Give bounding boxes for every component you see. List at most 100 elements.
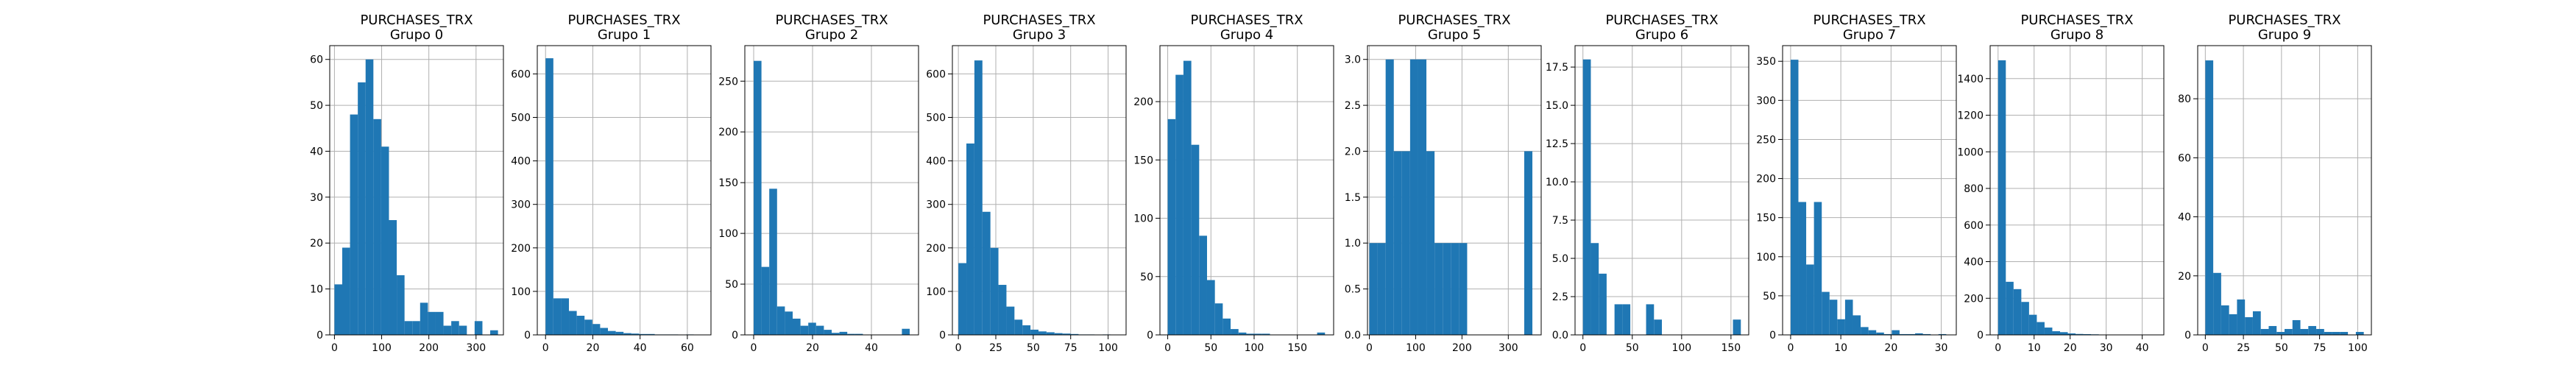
x-tick-label: 20 bbox=[806, 342, 819, 354]
histogram-bar bbox=[1459, 243, 1468, 335]
histogram-bar bbox=[1183, 60, 1192, 336]
histogram-bar bbox=[443, 325, 452, 335]
y-tick-label: 5.0 bbox=[1552, 253, 1568, 265]
histogram-bar bbox=[1401, 151, 1410, 335]
y-tick-label: 100 bbox=[511, 286, 531, 298]
chart-panel: 0 25 50 75 100 0 100 200 300 400 500 600 PURCHASES_T… bbox=[926, 13, 1127, 354]
histogram-bar bbox=[1070, 333, 1079, 335]
histogram-bar bbox=[847, 333, 855, 335]
x-tick-label: 0 bbox=[1579, 342, 1586, 354]
histogram-bar bbox=[576, 315, 585, 335]
histogram-bar bbox=[1206, 280, 1215, 335]
x-tick-label: 100 bbox=[372, 342, 392, 354]
x-tick-label: 150 bbox=[1721, 342, 1741, 354]
x-tick-label: 50 bbox=[2275, 342, 2288, 354]
y-tick-label: 15.0 bbox=[1546, 100, 1568, 112]
histogram-bar bbox=[2237, 299, 2246, 335]
plot-frame bbox=[1367, 45, 1542, 336]
chart-panel: 0 20 40 600100200300400500600PURCHASES_TRXG… bbox=[511, 13, 712, 354]
histogram-bar bbox=[1599, 273, 1607, 335]
chart-panel: 0 10 20 30050100150200250300350PURCHASES_TR… bbox=[1756, 13, 1957, 354]
plot-frame bbox=[537, 45, 712, 336]
y-tick-label: 0.0 bbox=[1345, 330, 1361, 342]
histogram-bar bbox=[2260, 328, 2269, 335]
x-tick-label: 30 bbox=[2100, 342, 2113, 354]
histogram-bar bbox=[2245, 316, 2253, 335]
y-tick-label: 50 bbox=[310, 100, 323, 112]
x-tick-label: 0 bbox=[542, 342, 549, 354]
y-tick-label: 400 bbox=[926, 156, 946, 168]
histogram-bar bbox=[1922, 333, 1931, 335]
y-tick-label: 20 bbox=[310, 238, 323, 250]
y-tick-label: 30 bbox=[310, 192, 323, 204]
plot-frame bbox=[2197, 45, 2372, 336]
y-tick-label: 50 bbox=[1763, 291, 1776, 302]
chart-title: PURCHASES_TRX bbox=[775, 13, 888, 28]
histogram-bar bbox=[342, 247, 350, 335]
y-tick-label: 40 bbox=[2178, 212, 2191, 224]
histogram-bar bbox=[2308, 325, 2317, 335]
histogram-bar bbox=[1822, 291, 1830, 335]
y-tick-label: 150 bbox=[718, 177, 738, 189]
histogram-bar bbox=[608, 330, 616, 335]
histogram-bar bbox=[334, 284, 342, 335]
chart-subtitle: Grupo 0 bbox=[390, 27, 443, 43]
y-tick-label: 0 bbox=[1977, 330, 1984, 342]
histogram-bar bbox=[2213, 272, 2221, 335]
histogram-bar bbox=[1030, 329, 1038, 335]
y-tick-label: 200 bbox=[1756, 174, 1776, 185]
histogram-bar bbox=[397, 275, 405, 335]
histogram-bar bbox=[1733, 319, 1741, 335]
chart-title: PURCHASES_TRX bbox=[1605, 13, 1718, 28]
histogram-bar bbox=[1844, 300, 1853, 335]
histogram-bar bbox=[1614, 304, 1623, 335]
histogram-bar bbox=[776, 306, 785, 335]
histogram-bar bbox=[2252, 311, 2261, 335]
histogram-bar bbox=[2221, 305, 2229, 335]
x-tick-label: 0 bbox=[1995, 342, 2001, 354]
y-tick-label: 3.0 bbox=[1345, 54, 1361, 66]
histogram-bar bbox=[639, 333, 647, 335]
x-tick-label: 0 bbox=[2202, 342, 2209, 354]
chart-subtitle: Grupo 2 bbox=[805, 27, 858, 43]
histogram-bar bbox=[1829, 300, 1838, 335]
chart-title: PURCHASES_TRX bbox=[2228, 13, 2340, 28]
y-tick-label: 250 bbox=[718, 76, 738, 88]
histogram-bar bbox=[428, 311, 436, 335]
histogram-bar bbox=[490, 330, 498, 335]
y-tick-label: 200 bbox=[1964, 293, 1984, 305]
y-tick-label: 0 bbox=[316, 330, 323, 342]
x-tick-label: 40 bbox=[634, 342, 647, 354]
y-tick-label: 600 bbox=[926, 68, 946, 80]
histogram-bar bbox=[2028, 314, 2037, 335]
chart-subtitle: Grupo 8 bbox=[2050, 27, 2103, 43]
chart-panel: 0 10 20 30 400200400600800100012001400PURCHA… bbox=[1957, 13, 2165, 354]
chart-subtitle: Grupo 6 bbox=[1635, 27, 1688, 43]
y-tick-label: 1400 bbox=[1957, 74, 1984, 85]
histogram-bar bbox=[2276, 331, 2285, 335]
histogram-bar bbox=[1868, 330, 1877, 335]
y-tick-label: 10.0 bbox=[1546, 177, 1568, 188]
chart-title: PURCHASES_TRX bbox=[1190, 13, 1303, 28]
chart-subtitle: Grupo 7 bbox=[1843, 27, 1896, 43]
histogram-bar bbox=[2324, 331, 2332, 335]
y-tick-label: 1.0 bbox=[1345, 238, 1361, 250]
histogram-bar bbox=[2044, 328, 2053, 335]
x-tick-label: 20 bbox=[1884, 342, 1897, 354]
x-tick-label: 100 bbox=[1245, 342, 1264, 354]
histogram-bar bbox=[793, 318, 801, 335]
histogram-bar bbox=[902, 328, 910, 335]
histogram-bar bbox=[839, 331, 848, 335]
chart-panel: 0 100 200 300 0.0 0.5 1.0 1.5 2.0 2.5 3.0 PURCHASES… bbox=[1345, 13, 1542, 354]
chart-title: PURCHASES_TRX bbox=[1398, 13, 1510, 28]
y-tick-label: 300 bbox=[926, 199, 946, 211]
x-tick-label: 200 bbox=[419, 342, 439, 354]
histogram-bar bbox=[2076, 333, 2084, 335]
histogram-bar bbox=[553, 298, 562, 335]
chart-panel: 0 50 100 150 0 50 100 150 200 PURCHASES_TRXGrupo … bbox=[1133, 13, 1334, 354]
histogram-bar bbox=[1622, 304, 1631, 335]
histogram-bar bbox=[1418, 59, 1427, 335]
histogram-bar bbox=[1231, 329, 1239, 335]
histogram-bar bbox=[1853, 315, 1861, 335]
